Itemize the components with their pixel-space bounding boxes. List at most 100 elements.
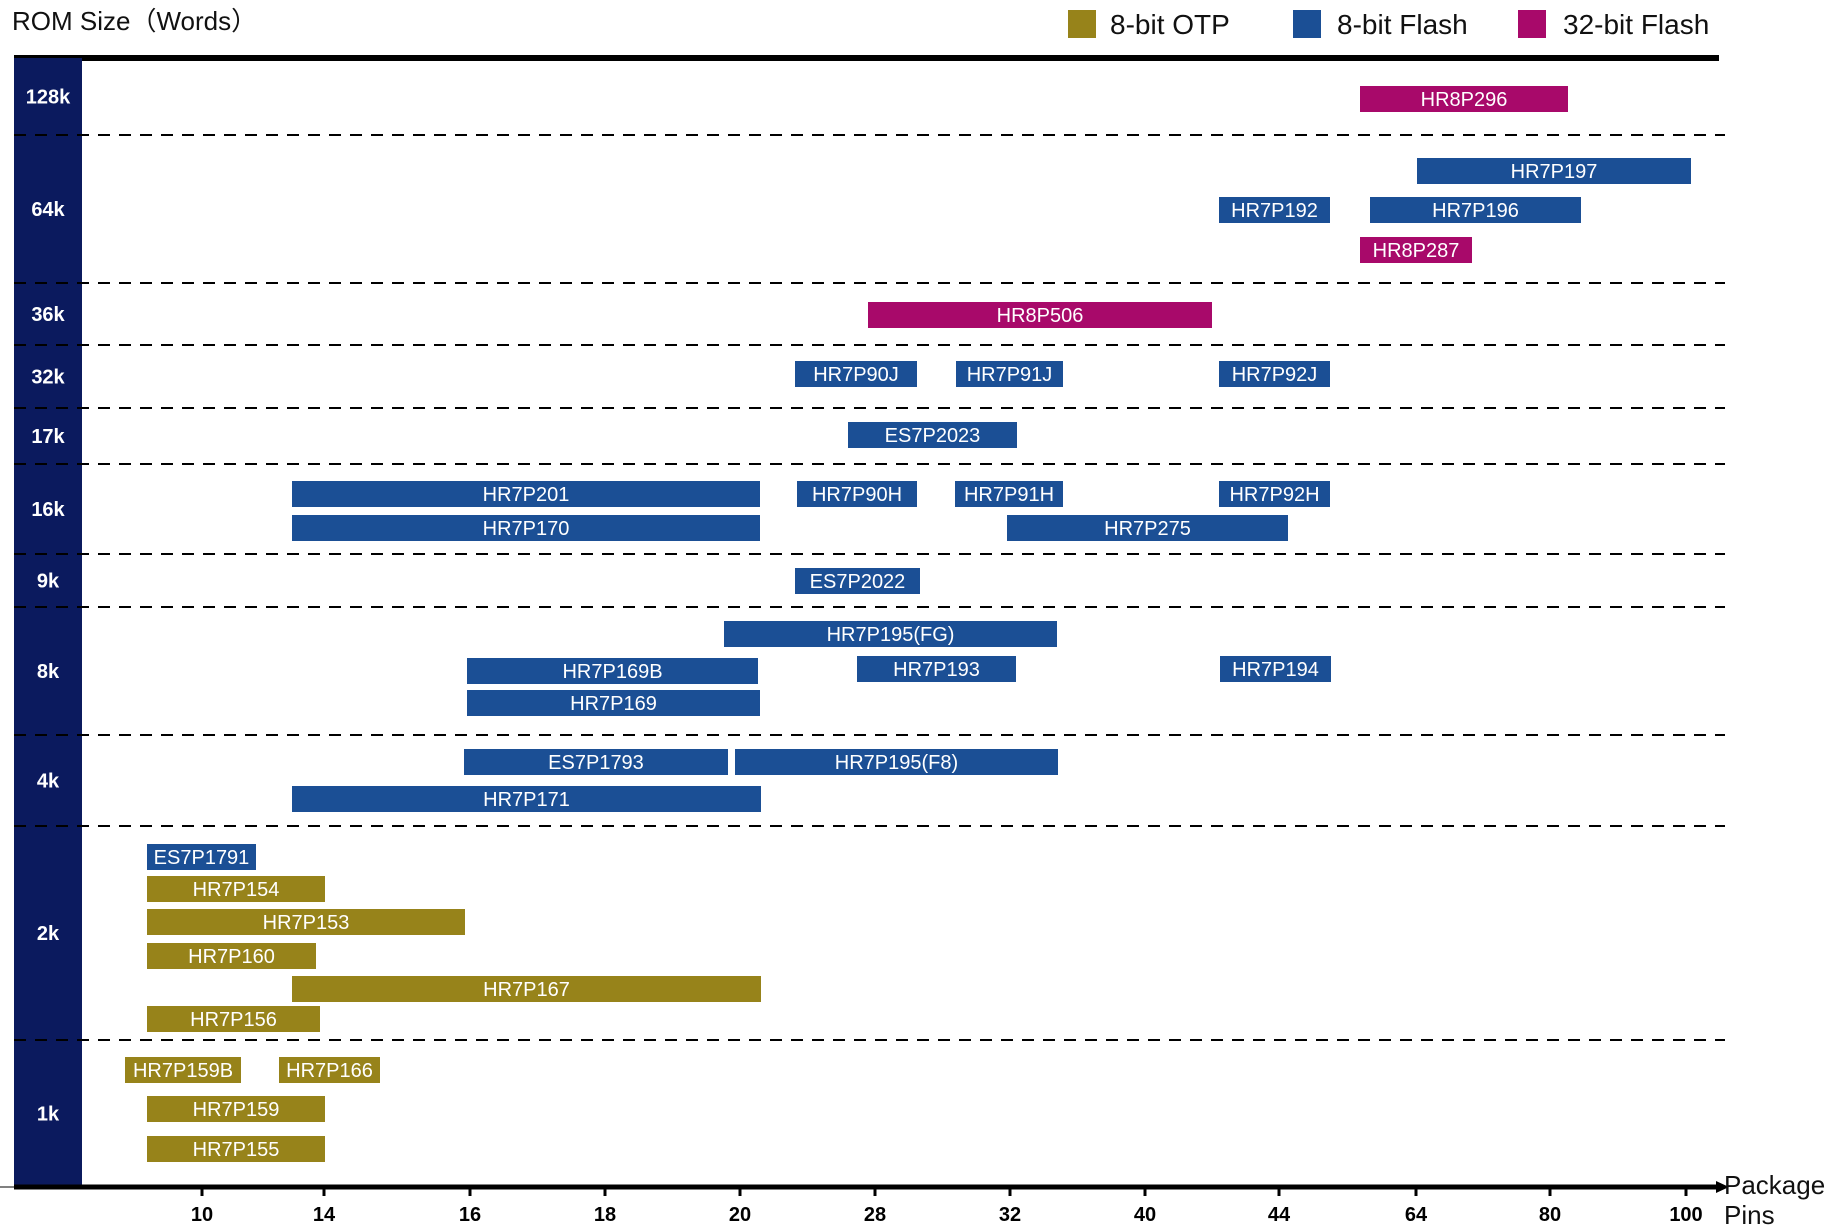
bar-rect — [467, 690, 760, 716]
bar-label: HR7P197 — [1511, 161, 1598, 183]
band-label-17k: 17k — [31, 426, 65, 448]
legend-swatch-otp — [1068, 10, 1096, 38]
bar-label: HR7P195(FG) — [827, 624, 955, 646]
x-tick-label-18: 18 — [594, 1204, 616, 1226]
bar-rect — [1219, 361, 1330, 387]
bar-rect — [868, 302, 1212, 328]
x-tick-label-14: 14 — [313, 1204, 336, 1226]
bar-rect — [1219, 197, 1330, 223]
bar-rect — [292, 976, 761, 1002]
band-labels: 128k 64k 36k 32k 17k 16k 9k 8k 4k 2k 1k — [26, 87, 71, 1126]
bar-label: HR7P156 — [190, 1009, 277, 1031]
band-label-1k: 1k — [37, 1104, 60, 1126]
bar-label: HR8P296 — [1421, 89, 1508, 111]
bar-rect — [467, 658, 758, 684]
bar-label: HR7P91H — [964, 484, 1054, 506]
product-bar: HR8P287 — [1360, 237, 1472, 263]
x-tick-label-44: 44 — [1268, 1204, 1291, 1226]
legend-swatch-flash32 — [1518, 10, 1546, 38]
product-bar: HR7P197 — [1417, 158, 1691, 184]
product-bar: HR7P154 — [147, 876, 325, 902]
product-bar: HR7P160 — [147, 943, 316, 969]
band-label-2k: 2k — [37, 923, 60, 945]
bar-label: HR7P92H — [1229, 484, 1319, 506]
bar-label: HR7P92J — [1232, 364, 1318, 386]
product-bar: HR7P167 — [292, 976, 761, 1002]
product-bar: HR7P169 — [467, 690, 760, 716]
bar-label: HR7P159B — [133, 1060, 233, 1082]
bar-rect — [147, 1136, 325, 1162]
x-tick-label-40: 40 — [1134, 1204, 1156, 1226]
bar-label: HR7P192 — [1231, 200, 1318, 222]
bar-rect — [125, 1057, 241, 1083]
bar-rect — [147, 943, 316, 969]
product-bar: HR7P196 — [1370, 197, 1581, 223]
product-bar: HR7P90H — [797, 481, 917, 507]
rom-band-column — [14, 58, 82, 1187]
bar-label: HR7P193 — [893, 659, 980, 681]
bar-rect — [147, 909, 465, 935]
product-bars: HR7P154 HR7P153 HR7P160 HR7P167 HR7P156 HR7P1… — [125, 86, 1691, 1162]
bar-rect — [292, 786, 761, 812]
product-bar: HR7P170 — [292, 515, 760, 541]
bar-label: HR7P167 — [483, 979, 570, 1001]
bar-label: HR8P506 — [997, 305, 1084, 327]
bar-rect — [857, 656, 1016, 682]
legend: 8-bit OTP 8-bit Flash 32-bit Flash — [1068, 9, 1709, 40]
product-bar: HR7P166 — [279, 1057, 380, 1083]
band-label-36k: 36k — [31, 304, 65, 326]
product-bar: HR7P275 — [1007, 515, 1288, 541]
x-axis-title-line: Pins — [1724, 1200, 1775, 1226]
x-axis-title: Package Pins — [1724, 1170, 1825, 1226]
product-bar: HR7P153 — [147, 909, 465, 935]
bar-label: ES7P2023 — [885, 425, 981, 447]
legend-swatch-flash8 — [1293, 10, 1321, 38]
product-bar: HR7P92H — [1219, 481, 1330, 507]
bar-rect — [797, 481, 917, 507]
legend-label-otp: 8-bit OTP — [1110, 9, 1230, 40]
band-label-4k: 4k — [37, 771, 60, 793]
product-bar: HR8P506 — [868, 302, 1212, 328]
bar-label: HR7P169 — [570, 693, 657, 715]
x-axis-tick-labels: 10 14 16 18 20 28 32 40 44 64 80 100 — [191, 1204, 1703, 1226]
bar-rect — [956, 361, 1063, 387]
product-bar: ES7P2022 — [795, 568, 920, 594]
legend-label-flash8: 8-bit Flash — [1337, 9, 1468, 40]
bar-label: ES7P2022 — [810, 571, 906, 593]
bar-label: HR7P159 — [193, 1099, 280, 1121]
bar-rect — [955, 481, 1063, 507]
bar-rect — [735, 749, 1058, 775]
bar-label: HR8P287 — [1373, 240, 1460, 262]
bar-rect — [795, 361, 917, 387]
bar-label: HR7P160 — [188, 946, 275, 968]
bar-rect — [1007, 515, 1288, 541]
x-tick-label-100: 100 — [1669, 1204, 1702, 1226]
bar-rect — [1219, 481, 1330, 507]
bar-rect — [292, 481, 760, 507]
product-bar: HR7P194 — [1220, 656, 1331, 682]
bar-rect — [147, 876, 325, 902]
bar-label: HR7P171 — [483, 789, 570, 811]
bar-label: HR7P170 — [483, 518, 570, 540]
bar-label: HR7P91J — [967, 364, 1053, 386]
x-tick-label-20: 20 — [729, 1204, 751, 1226]
bar-rect — [1417, 158, 1691, 184]
x-axis-ticks — [200, 1187, 1688, 1196]
bar-rect — [1370, 197, 1581, 223]
bar-rect — [292, 515, 760, 541]
product-bar: HR7P91J — [956, 361, 1063, 387]
bar-rect — [1360, 86, 1568, 112]
x-axis-title-line: Package — [1724, 1170, 1825, 1200]
product-bar: HR7P155 — [147, 1136, 325, 1162]
product-bar: HR7P169B — [467, 658, 758, 684]
product-bar: HR7P159 — [147, 1096, 325, 1122]
product-bar: HR7P171 — [292, 786, 761, 812]
bar-label: HR7P169B — [562, 661, 662, 683]
product-bar: HR7P195(FG) — [724, 621, 1057, 647]
x-axis-arrowhead — [1716, 1181, 1729, 1193]
bar-label: ES7P1793 — [548, 752, 644, 774]
band-label-64k: 64k — [31, 199, 65, 221]
band-label-8k: 8k — [37, 661, 60, 683]
product-bar: HR8P296 — [1360, 86, 1568, 112]
